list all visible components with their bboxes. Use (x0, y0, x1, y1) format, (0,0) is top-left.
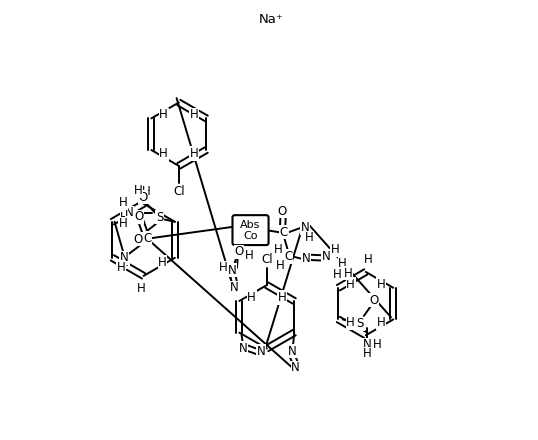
Text: N: N (302, 252, 310, 265)
Text: H: H (346, 278, 355, 291)
Text: H: H (274, 243, 283, 257)
Text: N: N (257, 345, 266, 358)
Text: H: H (364, 341, 372, 354)
Text: H: H (158, 256, 167, 269)
Text: H: H (189, 147, 199, 160)
Text: H: H (278, 291, 286, 304)
Text: O: O (138, 191, 147, 204)
Text: H: H (218, 261, 227, 275)
Text: H: H (121, 211, 129, 224)
Text: H: H (118, 196, 128, 209)
Text: O: O (134, 233, 143, 246)
Text: Cl: Cl (261, 253, 273, 266)
Text: O: O (277, 205, 286, 218)
Text: O: O (134, 210, 144, 224)
Text: O: O (369, 293, 378, 307)
Text: Na⁺: Na⁺ (259, 13, 284, 26)
Text: C: C (144, 231, 152, 245)
Text: H: H (118, 217, 128, 231)
Text: H: H (332, 268, 341, 281)
Text: H: H (159, 147, 168, 160)
FancyBboxPatch shape (232, 215, 268, 245)
Text: O: O (235, 245, 244, 258)
Text: N: N (301, 221, 309, 235)
Text: H: H (363, 347, 371, 360)
Text: N: N (288, 345, 296, 358)
Text: H: H (137, 282, 146, 295)
Text: H: H (189, 108, 199, 121)
Text: N: N (120, 251, 129, 264)
Text: C: C (284, 250, 293, 263)
Text: H: H (338, 257, 347, 270)
Text: N: N (228, 264, 237, 277)
Text: H: H (373, 338, 381, 352)
Text: N: N (125, 206, 134, 220)
Text: H: H (343, 267, 352, 280)
Text: H: H (134, 184, 143, 197)
Text: H: H (377, 278, 385, 291)
Text: C: C (280, 226, 288, 239)
Text: H: H (244, 249, 253, 262)
Text: H: H (364, 253, 372, 266)
Text: S: S (156, 211, 163, 224)
Text: H: H (117, 261, 125, 274)
Text: N: N (321, 250, 330, 263)
Text: H: H (377, 316, 385, 330)
Text: N: N (291, 361, 300, 374)
Text: H: H (346, 316, 355, 330)
Text: H: H (159, 108, 168, 121)
Text: N: N (230, 281, 239, 294)
Text: N: N (238, 341, 247, 355)
Text: Abs
Co: Abs Co (240, 220, 261, 241)
Text: H: H (305, 231, 314, 244)
Text: S: S (357, 317, 364, 330)
Text: Cl: Cl (173, 185, 185, 198)
Text: H: H (331, 243, 340, 257)
Text: H: H (247, 291, 256, 304)
Text: H: H (141, 185, 150, 198)
Text: H: H (121, 256, 129, 269)
Text: H: H (276, 259, 285, 272)
Text: N: N (363, 338, 371, 352)
